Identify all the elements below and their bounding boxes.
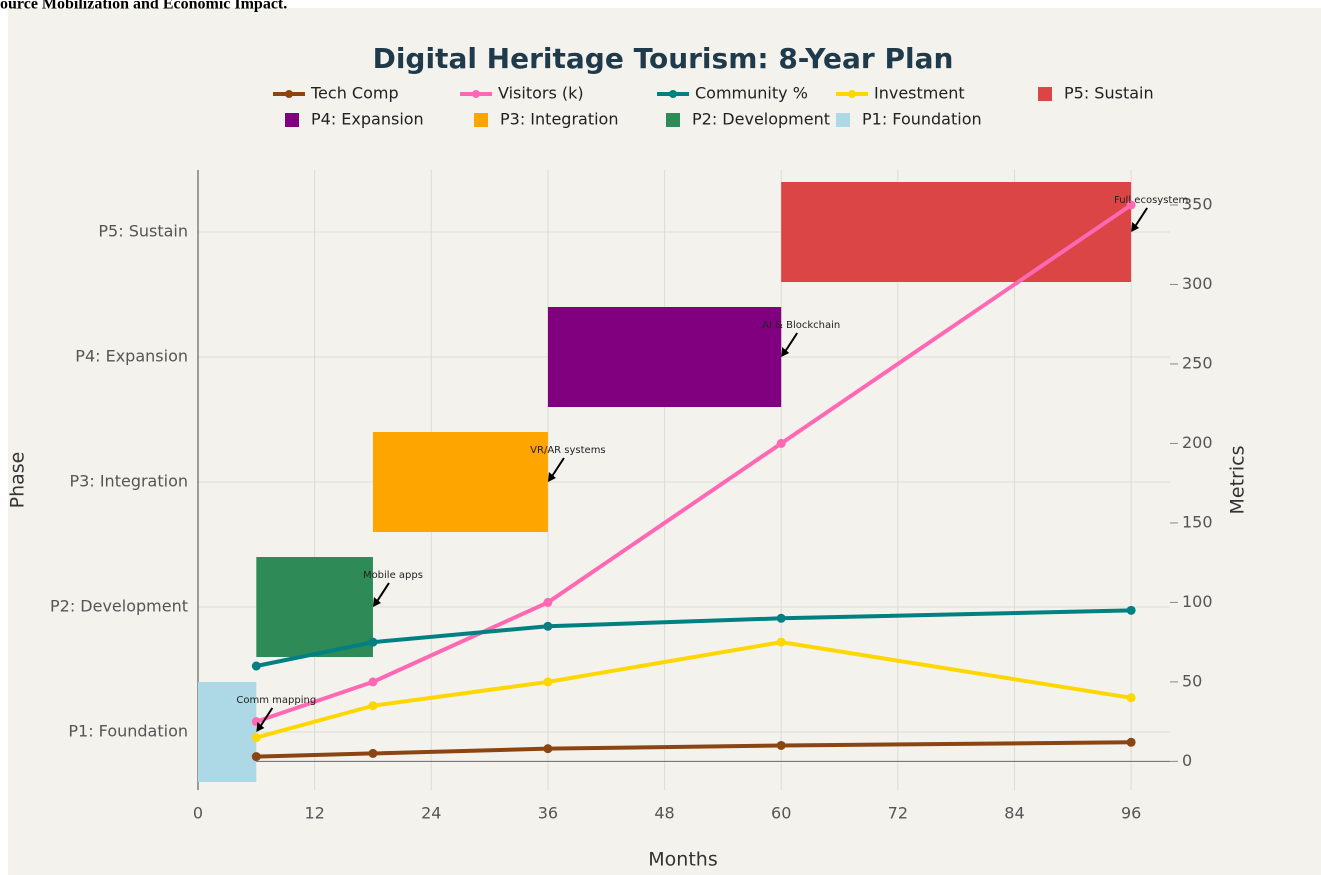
arrow-head: [1131, 222, 1140, 232]
arrow-head: [547, 472, 556, 482]
legend-label: Investment: [874, 84, 965, 103]
marker: [1126, 605, 1136, 615]
x-tick-label: 24: [421, 804, 441, 823]
marker: [368, 701, 378, 711]
y2-tick-label: 350: [1182, 194, 1213, 213]
annotation: Mobile apps: [363, 570, 423, 581]
x-tick-label: 84: [1004, 804, 1024, 823]
legend-swatch: [848, 90, 856, 98]
phase-bar: [781, 182, 1132, 282]
phase-bar: [256, 557, 373, 657]
legend-swatch: [1038, 87, 1052, 101]
y-tick-label: P3: Integration: [70, 472, 188, 491]
legend-swatch: [474, 113, 488, 127]
y2-tick-label: 150: [1182, 512, 1213, 531]
annotation-arrow: [375, 582, 390, 604]
y2-tick-label: 0: [1182, 751, 1192, 770]
phase-bar: [547, 307, 782, 407]
x-tick-label: 0: [193, 804, 203, 823]
legend-label: P5: Sustain: [1064, 84, 1154, 103]
y2-tick-label: 200: [1182, 433, 1213, 452]
legend-label: Visitors (k): [498, 84, 584, 103]
annotation-arrow: [550, 457, 565, 479]
marker: [543, 744, 553, 754]
marker: [543, 677, 553, 687]
y2-tick-label: 50: [1182, 671, 1202, 690]
annotation-arrow: [258, 707, 274, 729]
x-tick-label: 72: [888, 804, 908, 823]
arrow-head: [781, 347, 790, 357]
marker: [251, 752, 261, 762]
y-tick-label: P2: Development: [50, 597, 188, 616]
annotation: VR/AR systems: [530, 445, 606, 456]
marker: [1126, 737, 1136, 747]
marker: [543, 621, 553, 631]
phase-bar: [372, 432, 548, 532]
legend-swatch: [836, 113, 850, 127]
legend-label: P4: Expansion: [311, 110, 424, 129]
page-heading: ource Mobilization and Economic Impact.: [0, 0, 287, 13]
y-axis-title: Phase: [7, 452, 29, 509]
legend-label: Tech Comp: [310, 84, 399, 103]
legend-swatch: [669, 90, 677, 98]
x-tick-label: 96: [1121, 804, 1141, 823]
legend-label: P3: Integration: [500, 110, 618, 129]
x-tick-label: 60: [771, 804, 791, 823]
legend-swatch: [285, 90, 293, 98]
marker: [543, 597, 553, 607]
x-tick-label: 36: [538, 804, 558, 823]
marker: [776, 740, 786, 750]
y-tick-label: P5: Sustain: [98, 222, 188, 241]
annotation: Full ecosystem: [1114, 195, 1188, 206]
marker: [1126, 693, 1136, 703]
arrow-head: [372, 597, 381, 607]
y-tick-label: P4: Expansion: [75, 347, 188, 366]
legend-swatch: [666, 113, 680, 127]
legend-swatch: [472, 90, 480, 98]
annotation: Comm mapping: [236, 695, 316, 706]
x-tick-label: 12: [304, 804, 324, 823]
legend-label: P1: Foundation: [862, 110, 982, 129]
legend-label: Community %: [695, 84, 808, 103]
y2-tick-label: 100: [1182, 592, 1213, 611]
annotation-arrow: [1133, 207, 1148, 229]
annotation-arrow: [783, 332, 799, 354]
y2-axis-title: Metrics: [1227, 446, 1249, 515]
phase-bar: [198, 682, 257, 782]
annotation: AI & Blockchain: [762, 320, 840, 331]
legend-swatch: [285, 113, 299, 127]
legend-label: P2: Development: [692, 110, 830, 129]
marker: [251, 661, 261, 671]
marker: [251, 733, 261, 743]
marker: [368, 748, 378, 758]
marker: [1126, 200, 1136, 210]
y2-tick-label: 250: [1182, 353, 1213, 372]
marker: [368, 677, 378, 687]
marker: [776, 438, 786, 448]
marker: [776, 637, 786, 647]
y-tick-label: P1: Foundation: [68, 722, 188, 741]
arrow-head: [256, 722, 265, 732]
x-axis-title: Months: [648, 849, 717, 871]
x-tick-label: 48: [654, 804, 674, 823]
marker: [368, 637, 378, 647]
chart-title: Digital Heritage Tourism: 8-Year Plan: [373, 42, 954, 75]
y2-tick-label: 300: [1182, 274, 1213, 293]
marker: [776, 613, 786, 623]
